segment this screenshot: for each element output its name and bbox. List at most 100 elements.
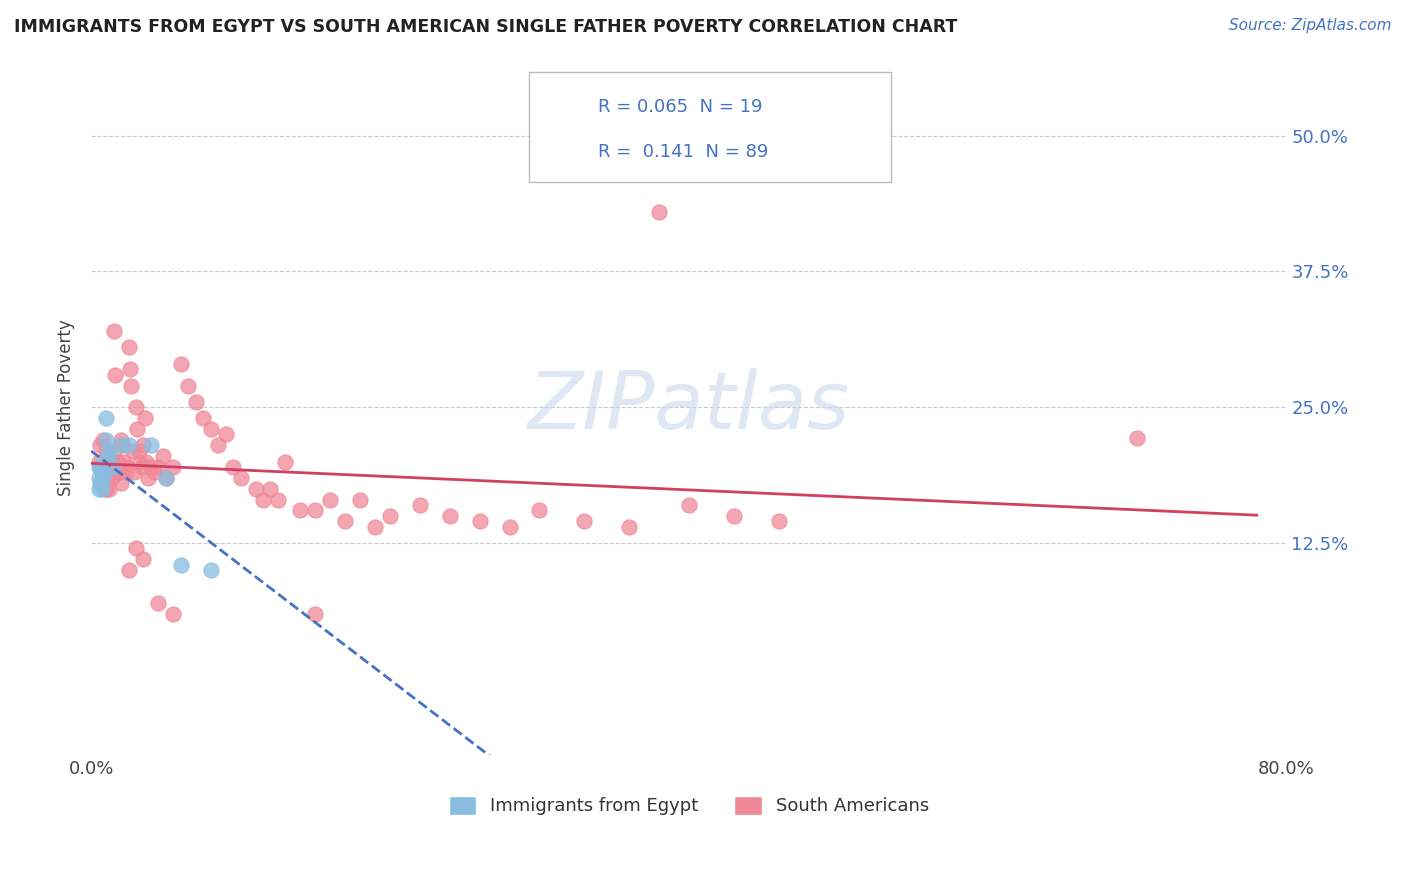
Point: [89, 438, 111, 452]
Point: [94, 433, 117, 447]
Point: [125, 401, 148, 415]
Y-axis label: Single Father Poverty: Single Father Poverty: [58, 318, 75, 496]
Point: [162, 607, 184, 621]
Point: [125, 541, 148, 556]
Point: [121, 378, 143, 392]
Text: ZIPatlas: ZIPatlas: [527, 368, 851, 446]
Point: [87, 482, 110, 496]
Point: [111, 438, 134, 452]
Text: R = 0.065  N = 19: R = 0.065 N = 19: [598, 98, 762, 116]
Point: [132, 438, 155, 452]
Point: [94, 443, 117, 458]
Point: [97, 449, 120, 463]
Point: [114, 466, 136, 480]
Point: [127, 422, 149, 436]
Point: [91, 433, 114, 447]
Point: [229, 471, 252, 485]
Point: [103, 324, 125, 338]
Point: [91, 471, 114, 485]
Point: [94, 466, 117, 480]
Point: [101, 471, 124, 485]
Point: [128, 443, 150, 458]
Point: [200, 422, 222, 436]
Point: [139, 460, 162, 475]
Point: [768, 514, 790, 528]
Point: [193, 411, 215, 425]
Point: [89, 476, 111, 491]
Point: [617, 520, 640, 534]
Point: [134, 411, 156, 425]
Point: [155, 471, 177, 485]
Text: Source: ZipAtlas.com: Source: ZipAtlas.com: [1229, 18, 1392, 33]
Point: [259, 482, 281, 496]
Point: [118, 362, 141, 376]
Point: [678, 498, 700, 512]
Point: [91, 471, 114, 485]
Point: [468, 514, 491, 528]
Point: [349, 492, 371, 507]
Point: [110, 476, 132, 491]
Point: [409, 498, 432, 512]
Point: [245, 482, 267, 496]
Point: [155, 471, 177, 485]
Point: [162, 460, 184, 475]
Point: [364, 520, 387, 534]
Point: [214, 427, 236, 442]
Point: [439, 508, 461, 523]
Text: IMMIGRANTS FROM EGYPT VS SOUTH AMERICAN SINGLE FATHER POVERTY CORRELATION CHART: IMMIGRANTS FROM EGYPT VS SOUTH AMERICAN …: [14, 18, 957, 36]
Point: [319, 492, 342, 507]
Point: [184, 394, 207, 409]
Point: [89, 460, 111, 475]
Point: [90, 482, 112, 496]
Point: [131, 460, 153, 475]
Point: [115, 460, 138, 475]
Point: [148, 596, 170, 610]
Point: [110, 433, 132, 447]
Point: [723, 508, 745, 523]
Point: [98, 482, 121, 496]
Point: [529, 503, 551, 517]
Point: [87, 454, 110, 468]
Point: [107, 454, 129, 468]
Point: [1126, 431, 1149, 445]
Point: [177, 378, 200, 392]
Point: [98, 460, 121, 475]
Point: [90, 466, 112, 480]
Point: [104, 368, 127, 382]
Point: [274, 454, 297, 468]
Point: [101, 460, 124, 475]
Point: [93, 460, 115, 475]
Point: [98, 443, 121, 458]
Point: [110, 438, 132, 452]
Point: [200, 563, 222, 577]
Point: [170, 558, 193, 572]
Point: [93, 482, 115, 496]
Point: [135, 454, 157, 468]
Point: [132, 552, 155, 566]
Point: [290, 503, 312, 517]
Point: [498, 520, 520, 534]
Point: [97, 454, 120, 468]
Point: [304, 607, 326, 621]
Point: [574, 514, 596, 528]
Point: [142, 466, 165, 480]
Point: [122, 443, 145, 458]
Point: [207, 438, 229, 452]
Legend: Immigrants from Egypt, South Americans: Immigrants from Egypt, South Americans: [449, 796, 929, 815]
Point: [90, 460, 112, 475]
Point: [222, 460, 245, 475]
Point: [117, 341, 139, 355]
Point: [124, 466, 146, 480]
Point: [100, 471, 122, 485]
Point: [117, 563, 139, 577]
Point: [108, 466, 131, 480]
Point: [170, 357, 193, 371]
Point: [136, 471, 159, 485]
Point: [252, 492, 274, 507]
Point: [87, 460, 110, 475]
Point: [267, 492, 290, 507]
Point: [87, 471, 110, 485]
Point: [129, 454, 152, 468]
Point: [94, 482, 117, 496]
Point: [148, 460, 170, 475]
